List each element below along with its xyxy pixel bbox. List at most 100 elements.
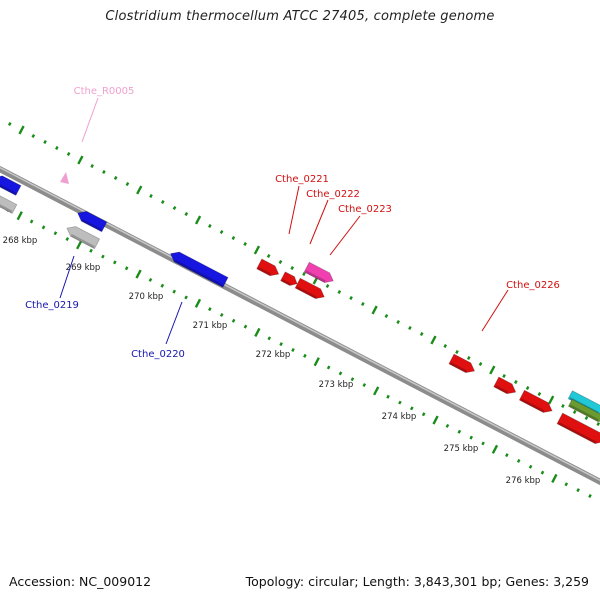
ruler-label-8: 276 kbp [506, 476, 541, 486]
minor-tick [101, 254, 105, 259]
gene-label-cthe_0221: Cthe_0221 [275, 174, 329, 185]
minor-tick [572, 410, 577, 414]
minor-tick [66, 152, 71, 156]
minor-tick [184, 212, 189, 216]
leader-line-cthe_0223 [329, 215, 361, 256]
gene-label-cthe_0226: Cthe_0226 [506, 280, 560, 291]
major-tick [18, 125, 25, 135]
minor-tick [65, 237, 70, 242]
major-tick [76, 240, 83, 250]
minor-tick [455, 350, 459, 354]
minor-tick [386, 394, 390, 399]
gene-shade [81, 218, 103, 232]
minor-tick [41, 225, 46, 230]
minor-tick [243, 242, 247, 246]
gene-label-cthe_0222: Cthe_0222 [306, 189, 360, 200]
minor-tick [231, 318, 236, 323]
outer-tick-row [7, 122, 600, 426]
minor-tick [338, 371, 343, 376]
gene-label-cthe_0223: Cthe_0223 [338, 204, 392, 215]
minor-tick [243, 324, 248, 329]
gene-body [280, 271, 298, 286]
ruler-label-5: 273 kbp [319, 380, 354, 390]
gene-body [493, 376, 517, 395]
gene-arrow-cthe-0222 [280, 271, 298, 286]
minor-tick [584, 416, 589, 420]
minor-tick [396, 320, 400, 324]
minor-tick [445, 423, 450, 428]
minor-tick [160, 200, 165, 204]
major-tick [548, 395, 555, 405]
gene-arrow-cthe-0226 [448, 353, 476, 374]
minor-tick [29, 219, 34, 224]
gene-body [77, 211, 108, 233]
minor-tick [516, 458, 521, 463]
gene-body [0, 175, 22, 196]
gene-body [448, 353, 476, 374]
genome-summary: Topology: circular; Length: 3,843,301 bp… [245, 574, 589, 589]
minor-tick [349, 296, 353, 300]
ruler-label-2: 270 kbp [129, 292, 164, 302]
rna-marker-cthe-r0005 [60, 172, 69, 184]
minor-tick [596, 422, 600, 426]
accession-label: Accession: NC_009012 [9, 574, 152, 589]
major-tick [373, 386, 380, 396]
backbone [0, 165, 600, 486]
minor-tick [112, 260, 117, 265]
gene-arrow-cthe-0221 [256, 258, 280, 277]
leader-line-cthe_0226 [481, 289, 509, 332]
gene-arrow-cthe-0228 [518, 389, 553, 413]
gene-arrow-cthe-0223 [303, 261, 334, 283]
minor-tick [148, 277, 153, 282]
gene-shade [569, 404, 599, 422]
gene-body [567, 398, 600, 422]
major-tick [313, 357, 320, 367]
leader-line-cthe_0220 [165, 301, 183, 345]
minor-tick [481, 441, 485, 446]
major-tick [430, 335, 437, 345]
minor-tick [561, 404, 565, 408]
minor-tick [208, 224, 212, 228]
gene-arrow-cthe-0223b [294, 277, 325, 299]
ruler-label-3: 271 kbp [193, 321, 228, 331]
gene-body [0, 195, 18, 214]
minor-tick [537, 392, 542, 396]
minor-tick [419, 332, 424, 336]
minor-tick [326, 365, 331, 370]
minor-tick [43, 140, 47, 144]
minor-tick [528, 464, 533, 469]
inner-tick-row [6, 207, 592, 498]
minor-tick [478, 362, 483, 366]
leader-line-cthe_0219 [59, 255, 75, 299]
gene-arrow-cthe-0220 [169, 251, 229, 288]
gene-arrow-cthe-0219-grey [66, 226, 101, 250]
ruler-label-1: 269 kbp [66, 263, 101, 273]
gene-shade [296, 286, 317, 299]
minor-tick [408, 326, 412, 330]
minor-tick [219, 230, 224, 234]
minor-tick [208, 307, 212, 312]
minor-tick [90, 164, 94, 168]
gene-arrow-left-edge-grey [0, 195, 18, 214]
minor-tick [303, 353, 307, 358]
leader-line-cthe_0222 [309, 199, 329, 245]
gene-body [518, 389, 553, 413]
major-tick [254, 327, 261, 338]
gene-body [294, 277, 325, 299]
minor-tick [302, 272, 306, 276]
minor-tick [160, 283, 165, 288]
minor-tick [505, 453, 509, 458]
leader-line-cthe_0221 [288, 185, 300, 235]
minor-tick [564, 482, 569, 487]
minor-tick [362, 383, 367, 388]
minor-tick [219, 312, 224, 317]
major-tick [551, 473, 558, 484]
feature-olive [567, 398, 600, 422]
minor-tick [540, 470, 545, 475]
minor-tick [443, 344, 448, 348]
minor-tick [53, 231, 58, 236]
minor-tick [384, 314, 389, 318]
gene-label-cthe_0220: Cthe_0220 [131, 349, 185, 360]
minor-tick [290, 266, 295, 270]
minor-tick [149, 194, 153, 198]
